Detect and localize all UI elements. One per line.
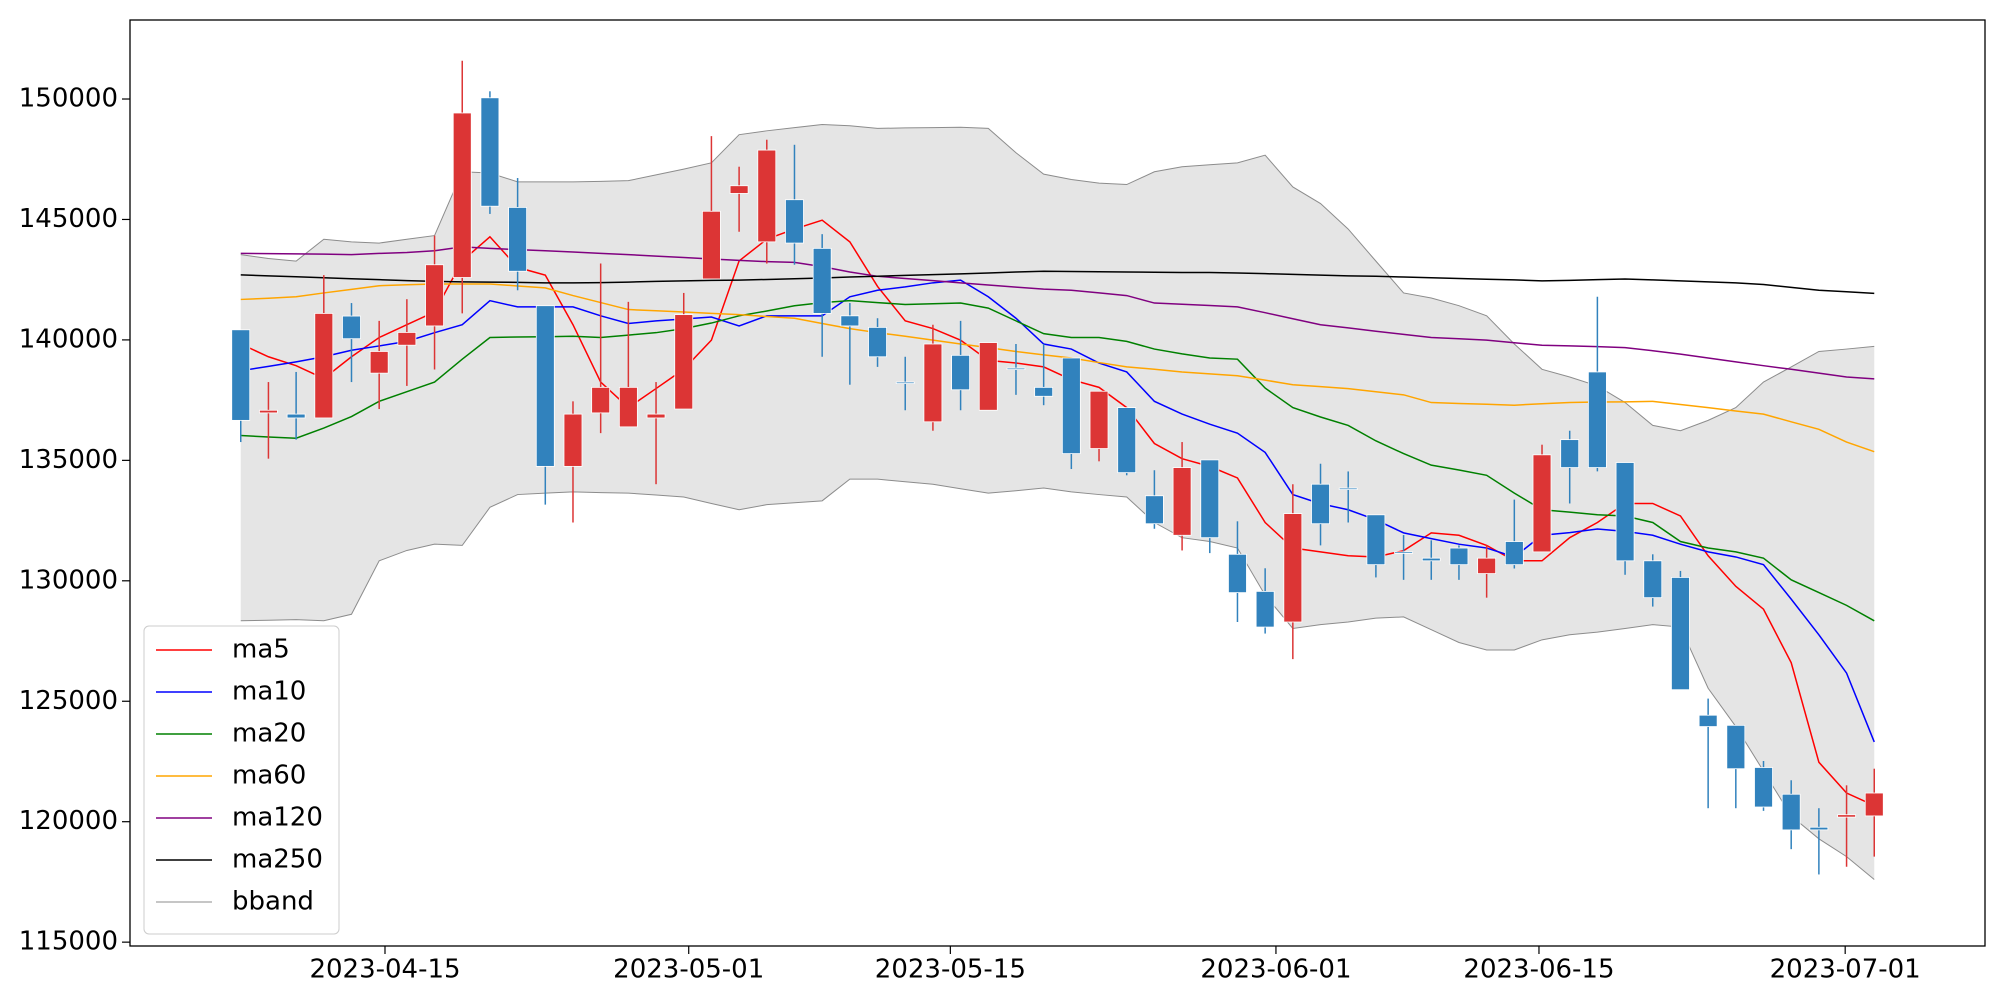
- candle-body: [757, 149, 777, 243]
- legend-box: [143, 625, 340, 935]
- candle-body: [1061, 357, 1081, 455]
- candle-body: [1034, 386, 1054, 397]
- candle-body: [1145, 495, 1164, 525]
- legend-label: ma20: [232, 719, 306, 749]
- candle-body: [508, 207, 528, 272]
- candle-body: [452, 112, 472, 278]
- legend-label: ma5: [232, 635, 290, 665]
- candle-body: [1754, 767, 1773, 808]
- candle-body: [231, 329, 251, 421]
- candle-body: [1615, 462, 1635, 562]
- x-tick-label: 2023-06-15: [1463, 955, 1614, 985]
- candle-body: [646, 413, 666, 419]
- candle-body: [1311, 483, 1330, 525]
- y-tick-label: 145000: [19, 204, 118, 234]
- candle-body: [1864, 792, 1884, 817]
- candle-body: [729, 185, 749, 194]
- candle-body: [1089, 390, 1109, 449]
- candle-body: [1671, 577, 1690, 691]
- candle-body: [702, 210, 721, 280]
- y-tick-label: 115000: [19, 927, 118, 957]
- candle-body: [369, 351, 389, 374]
- candle-body: [1006, 367, 1026, 370]
- candle-body: [1560, 439, 1580, 468]
- candle-body: [1837, 814, 1856, 818]
- candle-body: [840, 315, 860, 327]
- x-tick-label: 2023-04-15: [309, 955, 460, 985]
- candle-body: [259, 409, 278, 414]
- y-tick-label: 130000: [19, 565, 118, 595]
- candle-body: [1172, 467, 1192, 536]
- candle-body: [1338, 487, 1358, 490]
- candle-body: [1781, 793, 1801, 831]
- y-tick-label: 135000: [19, 445, 118, 475]
- candle-body: [895, 381, 915, 384]
- x-tick-label: 2023-06-01: [1200, 955, 1351, 985]
- candle-body: [923, 343, 943, 423]
- candle-body: [1117, 407, 1137, 474]
- candle-body: [1726, 724, 1746, 770]
- x-tick-label: 2023-05-01: [613, 955, 764, 985]
- candle-body: [1421, 557, 1441, 562]
- candle-body: [812, 247, 832, 314]
- ma-line: [240, 270, 1875, 295]
- bband-area: [240, 124, 1875, 880]
- candle-body: [342, 315, 361, 340]
- candle-body: [425, 264, 444, 327]
- candle-body: [1283, 513, 1303, 623]
- candle-body: [618, 386, 638, 428]
- candle-body: [1698, 714, 1718, 727]
- candle-body: [314, 313, 334, 419]
- candle-body: [563, 413, 583, 467]
- candle-body: [978, 342, 998, 411]
- candle-body: [591, 386, 611, 414]
- candle-body: [1504, 541, 1524, 566]
- plot-frame: [129, 19, 1986, 947]
- candle-body: [951, 354, 970, 391]
- y-tick-label: 140000: [19, 324, 118, 354]
- candle-body: [1228, 553, 1247, 594]
- bband-lower: [240, 478, 1875, 880]
- y-tick-label: 150000: [19, 84, 118, 114]
- candle-body: [1200, 459, 1220, 539]
- legend-label: bband: [232, 887, 314, 917]
- x-tick-label: 2023-07-01: [1770, 955, 1921, 985]
- legend-label: ma250: [232, 845, 323, 875]
- candle-body: [868, 326, 887, 358]
- candle-body: [286, 413, 306, 419]
- candle-body: [674, 314, 694, 410]
- candle-body: [397, 332, 417, 346]
- y-tick-label: 125000: [19, 686, 118, 716]
- candle-body: [1449, 547, 1469, 566]
- ma-line: [240, 279, 1875, 743]
- candle-body: [1477, 557, 1497, 574]
- candle-body: [1255, 591, 1275, 628]
- candle-body: [1643, 560, 1663, 599]
- candle-body: [1587, 371, 1607, 468]
- candle-body: [480, 97, 500, 207]
- legend-label: ma60: [232, 761, 306, 791]
- y-tick-label: 120000: [19, 806, 118, 836]
- candle-body: [1366, 514, 1386, 566]
- candle-body: [535, 305, 555, 467]
- x-tick-label: 2023-05-15: [875, 955, 1026, 985]
- candle-body: [1394, 551, 1413, 554]
- ma-line: [240, 299, 1875, 622]
- candle-body: [1809, 826, 1829, 831]
- legend-label: ma120: [232, 803, 323, 833]
- legend-label: ma10: [232, 677, 306, 707]
- candle-body: [1532, 454, 1552, 553]
- candle-body: [785, 199, 804, 244]
